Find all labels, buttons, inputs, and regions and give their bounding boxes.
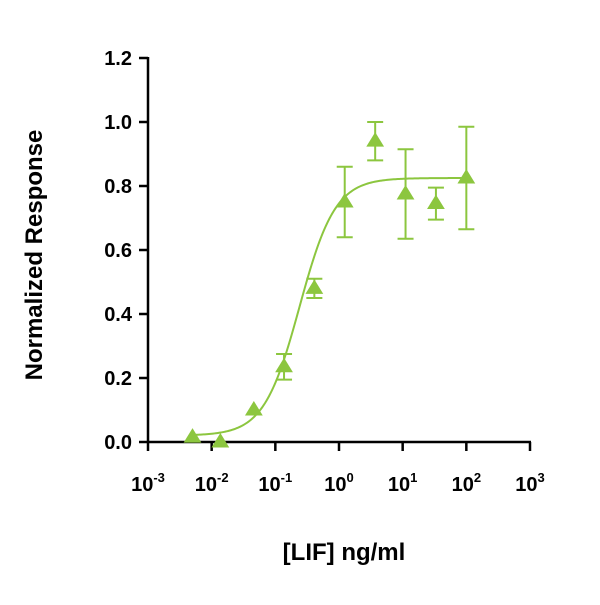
x-tick-exponent: 2 [474, 470, 481, 485]
x-tick-label: 10-2 [195, 470, 229, 496]
x-tick-base: 10 [388, 474, 410, 496]
x-tick-exponent: -3 [153, 470, 165, 485]
y-axis-title: Normalized Response [21, 130, 48, 381]
data-point-triangle [335, 192, 354, 208]
x-axis-title: [LIF] ng/ml [283, 539, 406, 566]
x-tick-base: 10 [452, 474, 474, 496]
x-tick-base: 10 [195, 474, 217, 496]
data-point-triangle [305, 279, 324, 294]
x-tick-exponent: 3 [538, 470, 545, 485]
data-point-triangle [396, 184, 415, 200]
y-tick-label: 0.2 [104, 368, 132, 390]
x-tick-base: 10 [131, 474, 153, 496]
x-tick-label: 10-1 [258, 470, 292, 496]
x-tick-base: 10 [324, 474, 346, 496]
data-point-triangle [366, 132, 385, 147]
tick-marks: 0.00.20.40.60.81.01.210-3 10-2 10-1 100 101 1… [104, 48, 545, 496]
x-tick-exponent: -2 [217, 470, 229, 485]
data-point-triangle [275, 357, 293, 373]
x-tick-label: 101 [388, 470, 417, 496]
data-point-triangle [211, 432, 230, 448]
fit-curve-group [192, 177, 467, 436]
x-tick-base: 10 [515, 474, 537, 496]
y-tick-label: 0.6 [104, 240, 132, 262]
x-tick-exponent: 0 [347, 470, 354, 485]
y-tick-label: 0.4 [104, 304, 133, 326]
data-point-triangle [183, 428, 202, 443]
x-tick-exponent: 1 [410, 470, 417, 485]
y-tick-label: 0.8 [104, 176, 132, 198]
y-tick-label: 1.0 [104, 112, 132, 134]
x-tick-exponent: -1 [281, 470, 293, 485]
data-point-triangle [427, 194, 445, 210]
y-tick-label: 0.0 [104, 432, 132, 454]
x-tick-label: 10-3 [131, 470, 165, 496]
x-tick-label: 102 [452, 470, 481, 496]
x-tick-base: 10 [258, 474, 280, 496]
data-points [183, 121, 476, 448]
y-tick-label: 1.2 [104, 48, 132, 70]
data-point-triangle [457, 168, 476, 184]
x-tick-label: 100 [324, 470, 353, 496]
data-point-triangle [244, 400, 263, 416]
fit-curve [192, 177, 467, 436]
x-tick-label: 103 [515, 470, 544, 496]
